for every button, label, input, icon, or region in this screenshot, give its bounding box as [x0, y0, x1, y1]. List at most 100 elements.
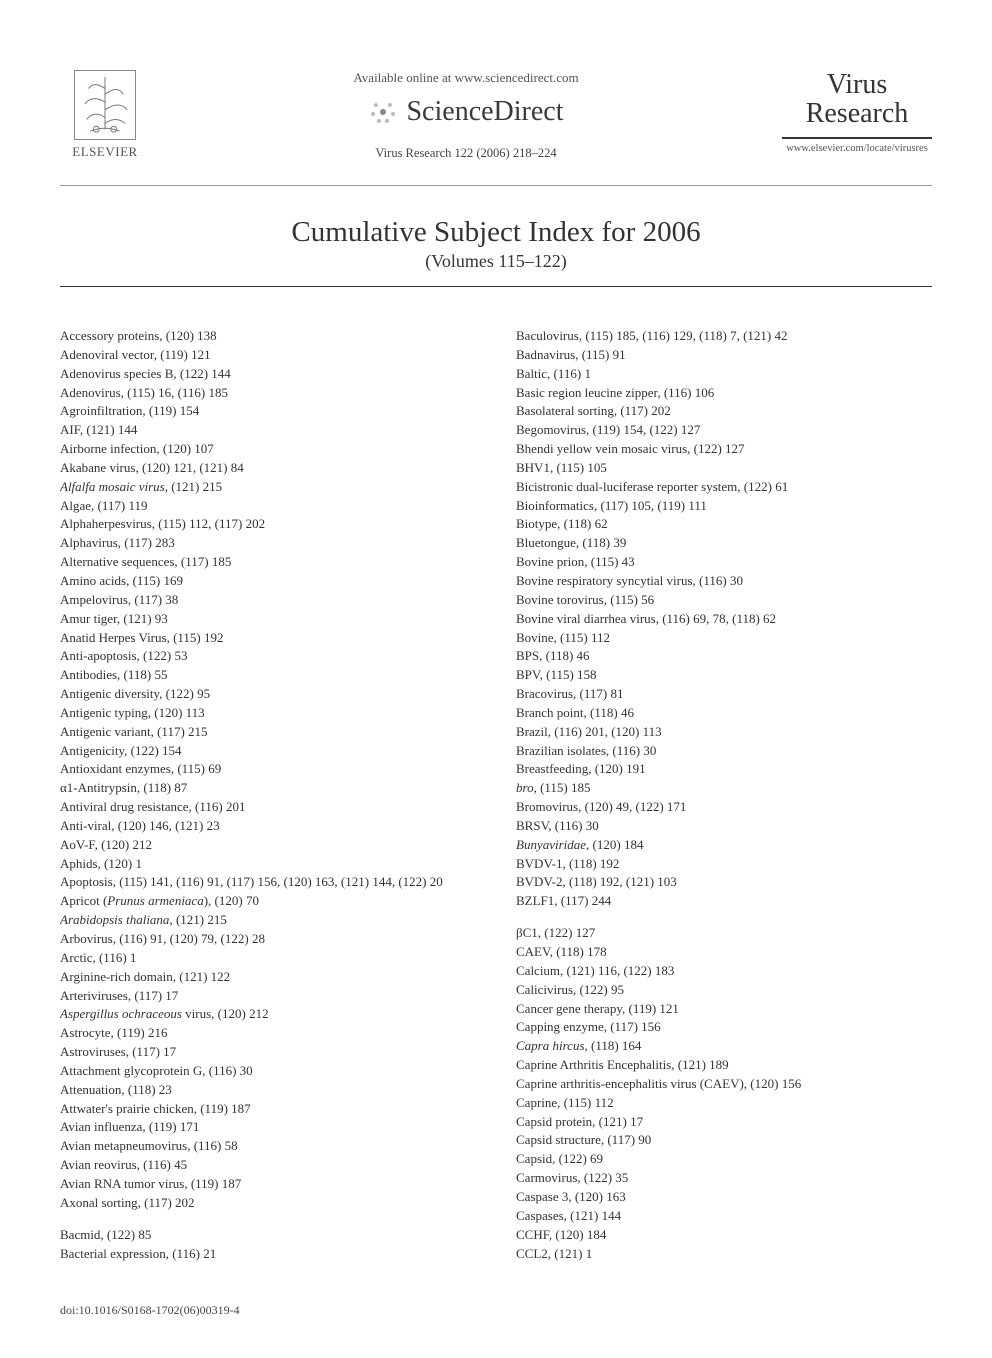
- sciencedirect-mark-icon: [368, 97, 398, 127]
- index-entry: Alternative sequences, (117) 185: [60, 553, 476, 572]
- index-entry: Apoptosis, (115) 141, (116) 91, (117) 15…: [60, 873, 476, 892]
- index-entry: Alphaherpesvirus, (115) 112, (117) 202: [60, 515, 476, 534]
- index-entry: Baculovirus, (115) 185, (116) 129, (118)…: [516, 327, 932, 346]
- index-entry: Anti-viral, (120) 146, (121) 23: [60, 817, 476, 836]
- index-entry: Capping enzyme, (117) 156: [516, 1018, 932, 1037]
- index-entry: Astrocyte, (119) 216: [60, 1024, 476, 1043]
- index-entry: Attenuation, (118) 23: [60, 1081, 476, 1100]
- elsevier-tree-icon: [74, 70, 136, 140]
- index-entry: Airborne infection, (120) 107: [60, 440, 476, 459]
- index-entry: CAEV, (118) 178: [516, 943, 932, 962]
- index-entry: α1-Antitrypsin, (118) 87: [60, 779, 476, 798]
- page-header: ELSEVIER Available online at www.science…: [60, 70, 932, 165]
- index-entry: Amino acids, (115) 169: [60, 572, 476, 591]
- index-entry: Brazil, (116) 201, (120) 113: [516, 723, 932, 742]
- page-subtitle: (Volumes 115–122): [60, 251, 932, 272]
- index-entry: AIF, (121) 144: [60, 421, 476, 440]
- index-entry: Algae, (117) 119: [60, 497, 476, 516]
- index-entry: Avian influenza, (119) 171: [60, 1118, 476, 1137]
- journal-title: Virus Research: [782, 70, 932, 139]
- index-entry: Avian reovirus, (116) 45: [60, 1156, 476, 1175]
- index-entry: Capsid, (122) 69: [516, 1150, 932, 1169]
- index-entry: Astroviruses, (117) 17: [60, 1043, 476, 1062]
- index-entry: BVDV-2, (118) 192, (121) 103: [516, 873, 932, 892]
- index-entry: BHV1, (115) 105: [516, 459, 932, 478]
- index-entry: BPV, (115) 158: [516, 666, 932, 685]
- header-center: Available online at www.sciencedirect.co…: [150, 70, 782, 161]
- index-entry: Ampelovirus, (117) 38: [60, 591, 476, 610]
- index-entry: AoV-F, (120) 212: [60, 836, 476, 855]
- journal-block: Virus Research www.elsevier.com/locate/v…: [782, 70, 932, 154]
- index-entry: Bioinformatics, (117) 105, (119) 111: [516, 497, 932, 516]
- index-entry: βC1, (122) 127: [516, 924, 932, 943]
- publisher-name: ELSEVIER: [72, 144, 137, 160]
- index-entry: Baltic, (116) 1: [516, 365, 932, 384]
- index-entry: Antigenic typing, (120) 113: [60, 704, 476, 723]
- index-entry: Adenovirus, (115) 16, (116) 185: [60, 384, 476, 403]
- sciencedirect-wordmark: ScienceDirect: [406, 96, 563, 128]
- index-entry: bro, (115) 185: [516, 779, 932, 798]
- index-column-left: Accessory proteins, (120) 138Adenoviral …: [60, 327, 476, 1263]
- index-entry: Bhendi yellow vein mosaic virus, (122) 1…: [516, 440, 932, 459]
- index-entry: Capsid protein, (121) 17: [516, 1113, 932, 1132]
- index-column-right: Baculovirus, (115) 185, (116) 129, (118)…: [516, 327, 932, 1263]
- index-entry: Aspergillus ochraceous virus, (120) 212: [60, 1005, 476, 1024]
- index-columns: Accessory proteins, (120) 138Adenoviral …: [60, 327, 932, 1263]
- index-entry: Calcium, (121) 116, (122) 183: [516, 962, 932, 981]
- index-entry: BPS, (118) 46: [516, 647, 932, 666]
- publisher-logo: ELSEVIER: [60, 70, 150, 160]
- journal-url: www.elsevier.com/locate/virusres: [782, 143, 932, 154]
- index-entry: Apricot (Prunus armeniaca), (120) 70: [60, 892, 476, 911]
- index-gap: [60, 1213, 476, 1226]
- index-entry: Bovine torovirus, (115) 56: [516, 591, 932, 610]
- index-entry: Branch point, (118) 46: [516, 704, 932, 723]
- index-entry: Caprine Arthritis Encephalitis, (121) 18…: [516, 1056, 932, 1075]
- available-online-line: Available online at www.sciencedirect.co…: [353, 70, 578, 86]
- index-entry: Anatid Herpes Virus, (115) 192: [60, 629, 476, 648]
- index-entry: BRSV, (116) 30: [516, 817, 932, 836]
- index-gap: [516, 911, 932, 924]
- index-entry: Capra hircus, (118) 164: [516, 1037, 932, 1056]
- index-entry: Adenovirus species B, (122) 144: [60, 365, 476, 384]
- index-entry: Bovine respiratory syncytial virus, (116…: [516, 572, 932, 591]
- index-entry: BVDV-1, (118) 192: [516, 855, 932, 874]
- index-entry: Avian metapneumovirus, (116) 58: [60, 1137, 476, 1156]
- index-entry: Avian RNA tumor virus, (119) 187: [60, 1175, 476, 1194]
- index-entry: Antioxidant enzymes, (115) 69: [60, 760, 476, 779]
- index-entry: Cancer gene therapy, (119) 121: [516, 1000, 932, 1019]
- index-entry: Caspases, (121) 144: [516, 1207, 932, 1226]
- title-block: Cumulative Subject Index for 2006 (Volum…: [60, 216, 932, 287]
- index-entry: Biotype, (118) 62: [516, 515, 932, 534]
- index-entry: Arbovirus, (116) 91, (120) 79, (122) 28: [60, 930, 476, 949]
- title-rule: [60, 286, 932, 287]
- index-entry: Bluetongue, (118) 39: [516, 534, 932, 553]
- index-entry: Begomovirus, (119) 154, (122) 127: [516, 421, 932, 440]
- index-entry: Accessory proteins, (120) 138: [60, 327, 476, 346]
- index-entry: Breastfeeding, (120) 191: [516, 760, 932, 779]
- index-entry: Bovine viral diarrhea virus, (116) 69, 7…: [516, 610, 932, 629]
- index-entry: CCHF, (120) 184: [516, 1226, 932, 1245]
- index-entry: Attwater's prairie chicken, (119) 187: [60, 1100, 476, 1119]
- index-entry: Bromovirus, (120) 49, (122) 171: [516, 798, 932, 817]
- index-entry: Antibodies, (118) 55: [60, 666, 476, 685]
- journal-title-line2: Research: [806, 98, 909, 129]
- index-entry: Badnavirus, (115) 91: [516, 346, 932, 365]
- index-entry: Bovine, (115) 112: [516, 629, 932, 648]
- index-entry: Caspase 3, (120) 163: [516, 1188, 932, 1207]
- index-entry: CCL2, (121) 1: [516, 1245, 932, 1264]
- index-entry: Arginine-rich domain, (121) 122: [60, 968, 476, 987]
- index-entry: Brazilian isolates, (116) 30: [516, 742, 932, 761]
- index-entry: Caprine arthritis-encephalitis virus (CA…: [516, 1075, 932, 1094]
- index-entry: Akabane virus, (120) 121, (121) 84: [60, 459, 476, 478]
- index-entry: Anti-apoptosis, (122) 53: [60, 647, 476, 666]
- index-entry: Bicistronic dual-luciferase reporter sys…: [516, 478, 932, 497]
- index-entry: Bovine prion, (115) 43: [516, 553, 932, 572]
- citation-line: Virus Research 122 (2006) 218–224: [375, 146, 556, 161]
- index-entry: Bunyaviridae, (120) 184: [516, 836, 932, 855]
- index-entry: Carmovirus, (122) 35: [516, 1169, 932, 1188]
- index-entry: Antigenicity, (122) 154: [60, 742, 476, 761]
- index-entry: Bracovirus, (117) 81: [516, 685, 932, 704]
- index-entry: Agroinfiltration, (119) 154: [60, 402, 476, 421]
- index-entry: Arctic, (116) 1: [60, 949, 476, 968]
- index-entry: Basic region leucine zipper, (116) 106: [516, 384, 932, 403]
